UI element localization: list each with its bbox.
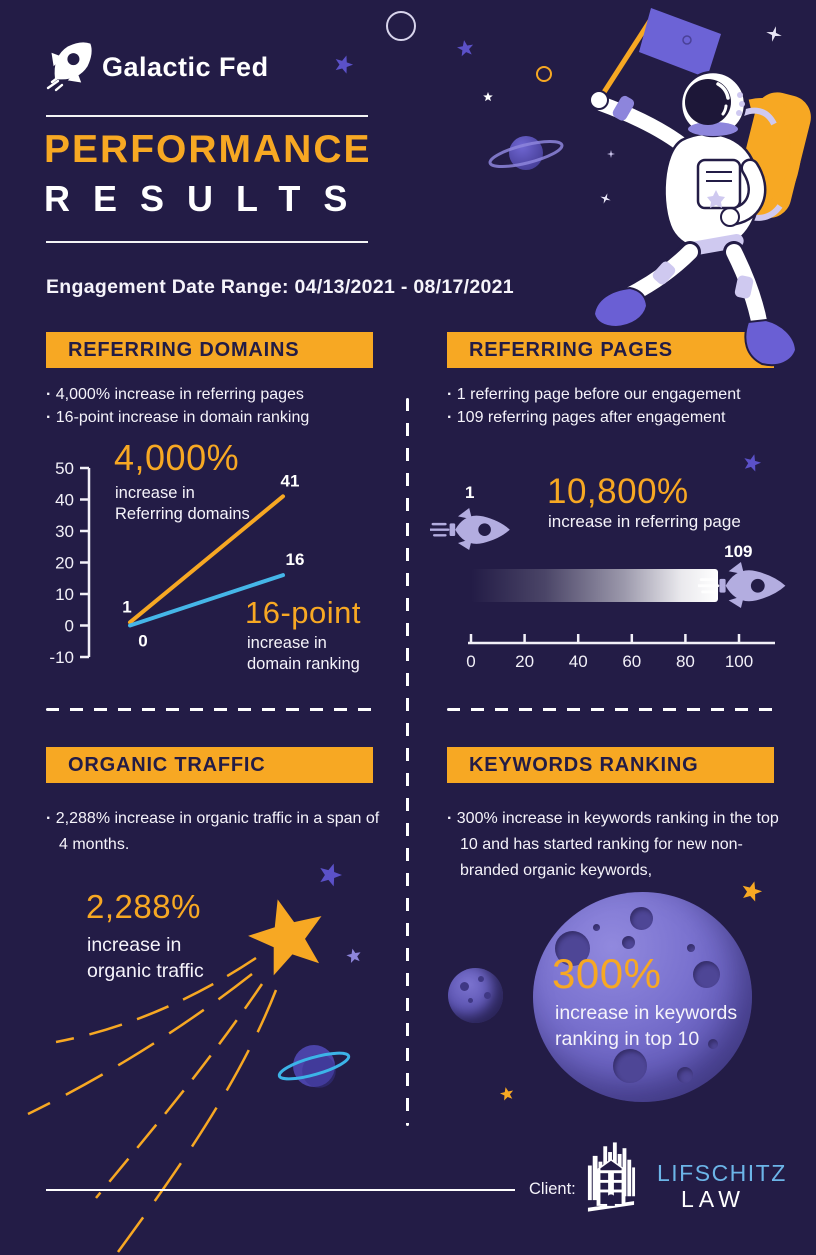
chart-text: 1 bbox=[122, 597, 131, 616]
chart-text: -10 bbox=[49, 648, 74, 667]
referring-domains-chart-svg: 50 40 30 20 10 0 -10 1 41 0 16 bbox=[49, 459, 305, 667]
bar-start-label: 1 bbox=[465, 483, 475, 502]
client-label: Client: bbox=[529, 1180, 576, 1198]
star-icon bbox=[499, 1086, 516, 1103]
organic-traffic-header-label: ORGANIC TRAFFIC bbox=[68, 753, 266, 776]
stat-domain-ranking-value: 16-point bbox=[245, 595, 362, 630]
ring-decoration-icon bbox=[386, 11, 416, 41]
chart-text: 50 bbox=[55, 459, 74, 478]
stat-organic-traffic-value: 2,288% bbox=[86, 888, 201, 925]
saturn-planet-icon bbox=[488, 136, 564, 170]
star-icon bbox=[483, 92, 493, 102]
client-name-line1: LIFSCHITZ bbox=[657, 1160, 787, 1186]
stat-referring-domains-caption: increase in Referring domains bbox=[115, 484, 250, 523]
referring-domains-chart: 50 40 30 20 10 0 -10 1 41 0 16 4,000% increase in … bbox=[46, 437, 396, 683]
chart-text: 0 bbox=[138, 632, 147, 651]
ring-decoration-icon bbox=[536, 66, 552, 82]
client-building-icon bbox=[587, 1142, 636, 1212]
star-icon bbox=[332, 53, 356, 77]
rocket-before-icon bbox=[430, 508, 510, 550]
organic-traffic-bullets: 2,288% increase in organic traffic in a … bbox=[46, 806, 391, 858]
stat-referring-pages-value: 10,800% bbox=[547, 472, 689, 511]
list-item: 1 referring page before our engagement bbox=[447, 383, 787, 406]
chart-text: 20 bbox=[515, 652, 534, 671]
list-item: 16-point increase in domain ranking bbox=[46, 406, 386, 429]
footer-rule bbox=[46, 1189, 515, 1191]
referring-pages-bar bbox=[471, 569, 719, 602]
divider-left bbox=[46, 708, 373, 711]
engagement-date-range: Engagement Date Range: 04/13/2021 - 08/1… bbox=[46, 276, 514, 298]
referring-pages-bullets: 1 referring page before our engagement 1… bbox=[447, 383, 787, 429]
chart-text: 20 bbox=[55, 554, 74, 573]
referring-domains-header-label: REFERRING DOMAINS bbox=[68, 338, 300, 361]
divider-vertical bbox=[406, 398, 409, 1126]
stat-keywords-caption: increase in keywords ranking in top 10 bbox=[555, 1002, 738, 1050]
list-item: 109 referring pages after engagement bbox=[447, 406, 787, 429]
chart-text: 41 bbox=[281, 471, 300, 490]
title-rule-top bbox=[46, 115, 368, 117]
bar-end-label: 109 bbox=[724, 542, 753, 561]
chart-text: 80 bbox=[676, 652, 695, 671]
rocket-after-icon bbox=[698, 562, 786, 608]
chart-text: 0 bbox=[65, 617, 74, 636]
referring-domains-bullets: 4,000% increase in referring pages 16-po… bbox=[46, 383, 386, 429]
astronaut-illustration bbox=[589, 8, 811, 367]
moon-illustration bbox=[533, 892, 752, 1102]
stat-organic-traffic-caption: increase in organic traffic bbox=[87, 934, 204, 982]
chart-text: 16 bbox=[286, 550, 305, 569]
chart-text: 40 bbox=[55, 491, 74, 510]
referring-pages-axis-svg: 0 20 40 60 80 100 bbox=[466, 634, 775, 671]
chart-text: 10 bbox=[55, 585, 74, 604]
referring-pages-header: REFERRING PAGES bbox=[447, 332, 774, 368]
chart-text: 30 bbox=[55, 522, 74, 541]
referring-pages-header-label: REFERRING PAGES bbox=[469, 338, 673, 361]
referring-domains-header: REFERRING DOMAINS bbox=[46, 332, 373, 368]
brand-name: Galactic Fed bbox=[102, 52, 269, 82]
title-rule-bottom bbox=[46, 241, 368, 243]
stat-referring-pages-caption: increase in referring page bbox=[548, 512, 741, 531]
list-item: 300% increase in keywords ranking in the… bbox=[447, 806, 783, 884]
brand-rocket-icon bbox=[46, 42, 92, 92]
stat-referring-domains-value: 4,000% bbox=[114, 437, 240, 478]
referring-pages-chart: 1 10,800% increase in referring page 109… bbox=[430, 450, 816, 690]
list-item: 2,288% increase in organic traffic in a … bbox=[46, 806, 391, 858]
keywords-ranking-header-label: KEYWORDS RANKING bbox=[469, 753, 699, 776]
chart-text: 40 bbox=[569, 652, 588, 671]
shooting-star-illustration bbox=[27, 860, 363, 1253]
keywords-ranking-bullets: 300% increase in keywords ranking in the… bbox=[447, 806, 783, 884]
chart-text: 0 bbox=[466, 652, 475, 671]
organic-traffic-header: ORGANIC TRAFFIC bbox=[46, 747, 373, 783]
chart-text: 100 bbox=[725, 652, 753, 671]
page-title-line1: PERFORMANCE bbox=[44, 128, 372, 171]
small-moon-illustration bbox=[448, 968, 503, 1023]
page-title-line2: RESULTS bbox=[44, 178, 371, 219]
keywords-ranking-header: KEYWORDS RANKING bbox=[447, 747, 774, 783]
stat-keywords-value: 300% bbox=[552, 950, 662, 997]
stat-domain-ranking-caption: increase in domain ranking bbox=[247, 634, 360, 673]
sparkle-icon bbox=[607, 150, 615, 158]
list-item: 4,000% increase in referring pages bbox=[46, 383, 386, 406]
chart-text: 60 bbox=[622, 652, 641, 671]
divider-right bbox=[447, 708, 774, 711]
client-name-line2: LAW bbox=[681, 1186, 745, 1212]
